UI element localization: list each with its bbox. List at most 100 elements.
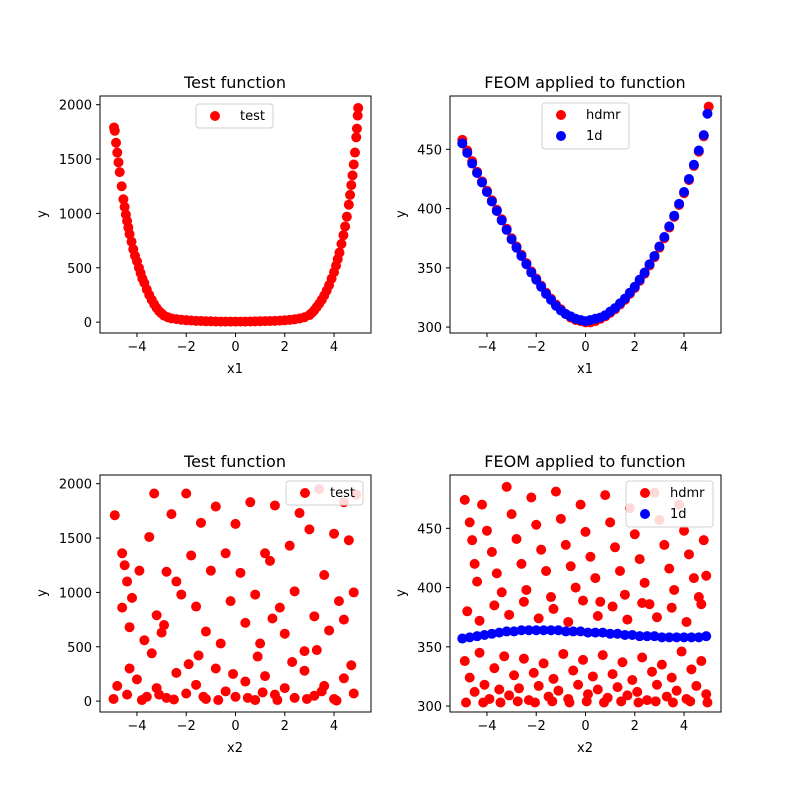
point-hdmr	[499, 651, 510, 662]
point-hdmr	[701, 689, 712, 700]
point-hdmr	[530, 697, 540, 708]
point-hdmr	[632, 686, 643, 697]
point-hdmr	[587, 671, 598, 682]
point-1d	[531, 625, 542, 636]
point-hdmr	[633, 697, 644, 708]
point-1d	[509, 626, 520, 637]
point-hdmr	[691, 680, 702, 691]
point-hdmr	[467, 535, 478, 546]
x-tick-label: 2	[631, 719, 639, 734]
point-hdmr	[501, 481, 512, 492]
point-hdmr	[681, 616, 692, 627]
point-1d	[546, 625, 557, 636]
x-tick-label: −2	[527, 340, 546, 355]
point-test	[351, 132, 362, 143]
point-test	[112, 147, 123, 158]
scatter-marks	[457, 101, 714, 328]
point-hdmr	[651, 612, 662, 623]
point-test	[156, 627, 167, 638]
point-hdmr	[598, 697, 609, 708]
point-1d	[639, 267, 650, 278]
point-hdmr	[612, 682, 623, 693]
point-test	[304, 524, 315, 535]
point-test	[294, 508, 305, 519]
point-hdmr	[518, 653, 529, 664]
point-1d	[506, 234, 517, 245]
point-1d	[686, 632, 697, 643]
point-test	[166, 509, 177, 520]
x-tick-label: 2	[631, 340, 639, 355]
legend: hdmr 1d	[625, 480, 714, 528]
scatter-marks	[108, 484, 362, 706]
point-hdmr	[536, 544, 547, 555]
point-test	[181, 488, 192, 499]
point-hdmr	[669, 584, 680, 595]
point-1d	[486, 628, 497, 639]
point-test	[289, 586, 300, 597]
x-axis-ticks: −4 −2 0 2 4	[477, 333, 688, 355]
point-hdmr	[477, 499, 488, 510]
point-hdmr	[504, 609, 515, 620]
point-1d	[629, 281, 640, 292]
point-1d	[669, 210, 680, 221]
x-tick-label: 2	[281, 719, 289, 734]
point-1d	[457, 633, 468, 644]
point-test	[272, 695, 283, 706]
point-test	[220, 548, 231, 559]
point-hdmr	[546, 592, 557, 603]
point-hdmr	[464, 672, 475, 683]
point-hdmr	[459, 494, 470, 505]
point-hdmr	[607, 601, 618, 612]
point-hdmr	[565, 561, 576, 572]
point-1d	[511, 242, 522, 253]
x-tick-label: −4	[127, 340, 146, 355]
point-hdmr	[597, 650, 608, 661]
point-hdmr	[702, 697, 713, 708]
point-test	[343, 535, 354, 546]
point-1d	[671, 632, 682, 643]
point-test	[144, 531, 155, 542]
point-test	[267, 613, 278, 624]
point-hdmr	[495, 697, 506, 708]
point-test	[235, 567, 246, 578]
point-hdmr	[642, 695, 653, 706]
point-hdmr	[644, 599, 655, 610]
y-axis-label: y	[35, 589, 50, 597]
point-test	[274, 602, 285, 613]
point-test	[299, 646, 310, 657]
point-1d	[627, 629, 638, 640]
x-axis-label: x2	[577, 741, 593, 756]
point-hdmr	[671, 685, 682, 696]
point-test	[114, 167, 125, 178]
point-1d	[521, 259, 532, 270]
point-1d	[683, 173, 694, 184]
point-test	[338, 230, 349, 241]
point-test	[122, 689, 133, 700]
legend: test	[285, 480, 364, 506]
point-1d	[516, 250, 527, 261]
point-test	[139, 635, 150, 646]
panel-feom-x1: FEOM applied to function −4 −2 0 2 4 300 350 4…	[394, 73, 722, 377]
panel-test-function-x1: Test function −4 −2 0 2 4 0 500 1000 1500 2000 x…	[35, 73, 372, 377]
point-hdmr	[639, 577, 650, 588]
point-test	[250, 589, 261, 600]
point-hdmr	[607, 669, 618, 680]
point-hdmr	[614, 565, 625, 576]
point-test	[154, 689, 165, 700]
point-test	[240, 617, 251, 628]
point-hdmr	[634, 554, 645, 565]
point-test	[113, 157, 124, 168]
point-hdmr	[461, 697, 472, 708]
point-test	[338, 673, 349, 684]
point-test	[108, 693, 119, 704]
point-1d	[693, 145, 704, 156]
point-test	[347, 170, 358, 181]
y-tick-label: 300	[417, 700, 442, 715]
point-hdmr	[666, 602, 677, 613]
point-test	[191, 679, 202, 690]
point-test	[119, 560, 130, 571]
point-test	[333, 596, 344, 607]
legend-marker-test	[210, 111, 220, 121]
point-test	[257, 687, 268, 698]
